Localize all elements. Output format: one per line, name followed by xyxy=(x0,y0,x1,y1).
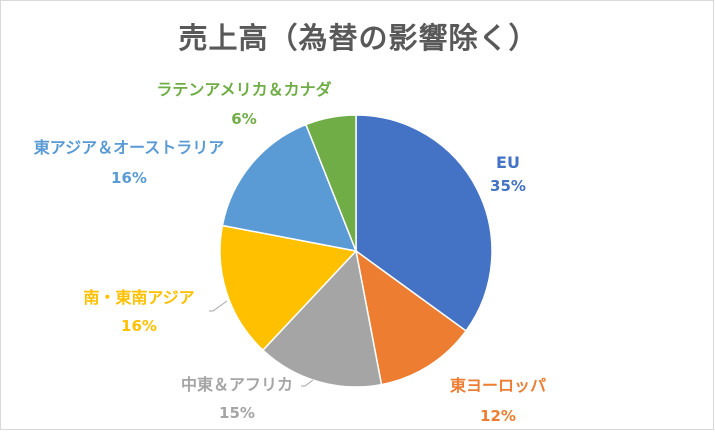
slice-percent-label: 35% xyxy=(490,177,526,195)
slice-label: 南・東南アジア xyxy=(83,288,194,307)
slice-percent-label: 15% xyxy=(219,404,255,422)
slice-percent-label: 6% xyxy=(231,110,256,128)
slice-label: 東ヨーロッパ xyxy=(450,376,546,395)
pie-slice xyxy=(354,249,468,386)
pie-slice xyxy=(261,249,383,388)
chart-title: 売上高（為替の影響除く） xyxy=(178,21,539,55)
leader-line xyxy=(301,379,314,387)
pie-slice xyxy=(304,114,357,252)
slice-percent-label: 16% xyxy=(111,169,147,187)
slice-percent-label: 12% xyxy=(480,407,516,425)
pie-slice xyxy=(219,224,358,352)
slice-label: ラテンアメリカ＆カナダ xyxy=(156,80,331,99)
slice-percent-label: 16% xyxy=(121,317,157,335)
pie-slice xyxy=(221,123,358,252)
slice-label: 東アジア＆オーストラリア xyxy=(34,138,225,157)
slice-label: 中東＆アフリカ xyxy=(181,375,293,394)
pie-slice xyxy=(355,114,493,332)
leader-line xyxy=(209,300,228,312)
slice-label: EU xyxy=(496,153,520,172)
